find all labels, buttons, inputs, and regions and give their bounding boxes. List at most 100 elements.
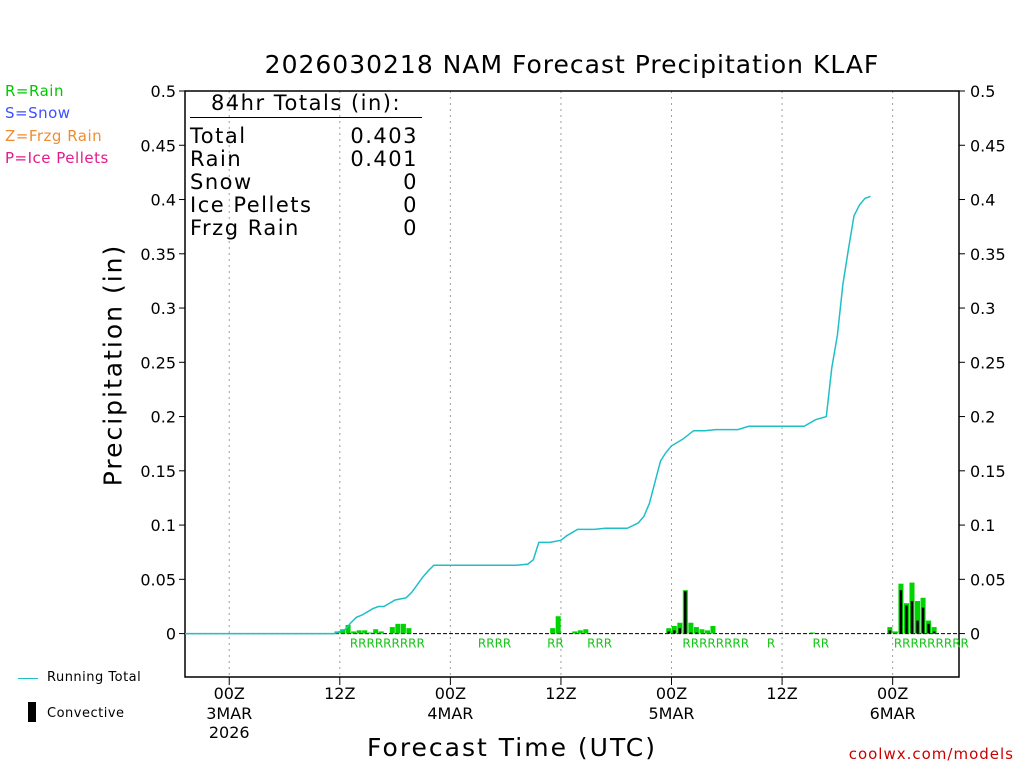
running-total-legend-icon — [18, 678, 38, 679]
y-tick-label-left: 0.45 — [140, 136, 176, 155]
x-date-label: 4MAR — [427, 704, 473, 723]
convective-bar — [921, 607, 925, 634]
y-tick-label-right: 0.2 — [970, 408, 995, 427]
x-tick-label: 12Z — [545, 684, 576, 703]
totals-label: Snow — [190, 170, 253, 194]
rain-bar — [389, 627, 395, 634]
x-tick-label: 12Z — [766, 684, 797, 703]
y-tick-label-right: 0.35 — [970, 245, 1006, 264]
convective-bar — [684, 591, 687, 634]
totals-value: 0 — [403, 170, 418, 194]
y-tick-label-right: 0.5 — [970, 82, 995, 101]
rain-bar — [577, 630, 583, 634]
x-tick-label: 00Z — [656, 684, 687, 703]
credit-link[interactable]: coolwx.com/models — [848, 745, 1014, 763]
rain-bar — [677, 622, 683, 634]
precip-type-label: RRRRRRRR — [682, 637, 749, 651]
convective-bar — [673, 630, 676, 634]
y-tick-label-right: 0.15 — [970, 462, 1006, 481]
rain-bar — [671, 625, 677, 634]
vertical-gridlines — [228, 91, 894, 677]
x-year-label: 2026 — [209, 723, 250, 742]
convective-bar — [689, 632, 693, 634]
totals-label: Total — [190, 124, 247, 148]
x-date-label: 3MAR — [206, 704, 252, 723]
y-tick-label-right: 0.45 — [970, 136, 1006, 155]
precip-type-label: RRRRRRRRR — [894, 637, 969, 651]
convective-bar — [932, 631, 936, 634]
rain-bar — [395, 623, 401, 634]
rain-bar — [378, 631, 384, 634]
y-tick-label-left: 0.1 — [151, 516, 176, 535]
y-tick-label-left: 0.15 — [140, 462, 176, 481]
y-tick-label-left: 0 — [166, 625, 176, 644]
precip-type-label: RR — [547, 637, 564, 651]
y-tick-label-left: 0.25 — [140, 353, 176, 372]
legend-freezing-rain: Z=Frzg Rain — [5, 127, 103, 145]
y-tick-label-right: 0.3 — [970, 299, 995, 318]
y-tick-label-right: 0.1 — [970, 516, 995, 535]
rain-bar — [688, 622, 694, 634]
x-tick-label: 00Z — [877, 684, 908, 703]
rain-bar — [572, 631, 578, 634]
totals-value: 0 — [403, 216, 418, 240]
rain-bar — [809, 632, 816, 634]
rain-bar — [373, 629, 379, 634]
y-tick-label-left: 0.2 — [151, 408, 176, 427]
rain-bar — [699, 629, 705, 634]
y-tick-label-right: 0.4 — [970, 191, 995, 210]
rain-bar — [345, 624, 351, 634]
running-total-legend-label: Running Total — [47, 670, 142, 685]
rain-bar — [367, 632, 373, 634]
rain-bar — [406, 628, 412, 634]
precip-type-label: RRR — [587, 637, 612, 651]
precip-type-labels: RRRRRRRRR RRRR RR RRR RRRRRRRR R RR RRRRRRRRR — [350, 637, 969, 651]
rain-bar — [340, 629, 346, 634]
legend-snow: S=Snow — [5, 104, 71, 122]
rain-bar — [693, 627, 699, 634]
convective-bar — [916, 620, 919, 634]
convective-bar — [678, 628, 682, 634]
y-axis-ticks: 0 0 0.05 0.05 0.1 0.1 0.15 0.15 0.2 0.2 0.25 0.25 0.… — [140, 82, 1005, 644]
rain-bar — [362, 630, 368, 634]
y-tick-label-right: 0 — [970, 625, 980, 644]
rain-bar — [351, 631, 357, 634]
totals-label: Ice Pellets — [190, 193, 313, 217]
convective-bar — [667, 631, 671, 634]
convective-bar — [905, 605, 908, 634]
totals-label: Rain — [190, 147, 243, 171]
y-tick-label-left: 0.3 — [151, 299, 176, 318]
rain-bar — [550, 628, 556, 634]
y-tick-label-left: 0.5 — [151, 82, 176, 101]
y-axis-label: Precipitation (in) — [98, 243, 128, 487]
precip-type-label: RR — [812, 637, 829, 651]
y-tick-label-left: 0.35 — [140, 245, 176, 264]
x-tick-label: 12Z — [324, 684, 355, 703]
rain-bar — [931, 627, 937, 634]
y-tick-label-right: 0.05 — [970, 570, 1006, 589]
y-tick-label-left: 0.05 — [140, 570, 176, 589]
running-total-line — [185, 195, 871, 635]
rain-bar — [666, 628, 672, 634]
totals-value: 0.403 — [350, 124, 418, 148]
totals-value: 0.401 — [350, 147, 418, 171]
precip-bars — [334, 582, 937, 634]
totals-label: Frzg Rain — [190, 216, 300, 240]
rain-bar — [892, 631, 898, 634]
rain-bar — [356, 630, 362, 634]
totals-title: 84hr Totals (in): — [190, 92, 422, 118]
plot-frame — [184, 90, 960, 678]
legend-ice-pellets: P=Ice Pellets — [5, 149, 109, 167]
convective-legend-label: Convective — [47, 706, 125, 721]
chart-title: 2026030218 NAM Forecast Precipitation KL… — [264, 50, 880, 79]
precip-type-label: R — [767, 637, 775, 651]
y-tick-label-left: 0.4 — [151, 191, 176, 210]
legend-rain: R=Rain — [5, 82, 64, 100]
y-tick-label-right: 0.25 — [970, 353, 1006, 372]
rain-bar — [710, 625, 716, 634]
convective-legend-icon — [28, 702, 36, 722]
convective-bar — [910, 601, 914, 634]
x-tick-label: 00Z — [435, 684, 466, 703]
